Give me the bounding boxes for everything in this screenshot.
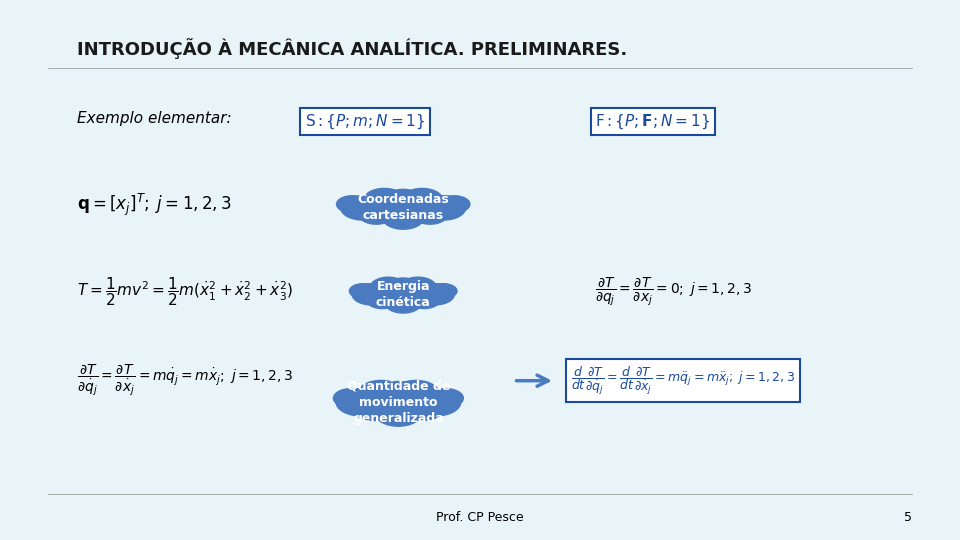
Circle shape	[335, 388, 387, 417]
Circle shape	[385, 188, 421, 209]
Text: $\dfrac{\partial T}{\partial q_j} = \dfrac{\partial T}{\partial x_j} = 0;\; j=1,: $\dfrac{\partial T}{\partial q_j} = \dfr…	[595, 275, 753, 308]
Text: Prof. CP Pesce: Prof. CP Pesce	[436, 511, 524, 524]
Circle shape	[374, 400, 422, 427]
Circle shape	[403, 399, 444, 421]
Circle shape	[392, 380, 440, 407]
Circle shape	[374, 278, 432, 310]
Text: $\mathrm{F}:\{P;\mathbf{F};N=1\}$: $\mathrm{F}:\{P;\mathbf{F};N=1\}$	[595, 112, 710, 131]
Text: Energia
cinética: Energia cinética	[375, 280, 431, 309]
Circle shape	[429, 283, 458, 299]
Text: Coordenadas
cartesianas: Coordenadas cartesianas	[357, 193, 449, 222]
Circle shape	[420, 195, 467, 221]
Circle shape	[348, 283, 377, 299]
Text: $\mathrm{S}:\{P;m;N=1\}$: $\mathrm{S}:\{P;m;N=1\}$	[304, 112, 425, 131]
Text: Exemplo elementar:: Exemplo elementar:	[77, 111, 231, 126]
Circle shape	[415, 283, 455, 306]
Circle shape	[357, 380, 405, 407]
Circle shape	[427, 388, 464, 408]
Text: $T = \dfrac{1}{2}mv^2 = \dfrac{1}{2}m(\dot{x}_1^2 + \dot{x}_2^2 + \dot{x}_3^2)$: $T = \dfrac{1}{2}mv^2 = \dfrac{1}{2}m(\d…	[77, 275, 293, 308]
Circle shape	[371, 190, 436, 226]
Circle shape	[382, 206, 424, 230]
Text: $\dfrac{d}{dt}\dfrac{\partial T}{\partial \dot{q}_j} = \dfrac{d}{dt}\dfrac{\part: $\dfrac{d}{dt}\dfrac{\partial T}{\partia…	[571, 364, 795, 397]
Circle shape	[370, 276, 407, 298]
Circle shape	[378, 381, 419, 403]
Text: Quantidade de
movimento
generalizada: Quantidade de movimento generalizada	[347, 380, 450, 425]
Circle shape	[384, 293, 421, 314]
Circle shape	[363, 188, 405, 212]
Circle shape	[399, 276, 437, 298]
Circle shape	[412, 205, 448, 225]
Circle shape	[362, 382, 435, 423]
Circle shape	[388, 277, 419, 295]
Circle shape	[333, 388, 370, 408]
Text: INTRODUÇÃO À MECÂNICA ANALÍTICA. PRELIMINARES.: INTRODUÇÃO À MECÂNICA ANALÍTICA. PRELIMI…	[77, 38, 627, 59]
Circle shape	[351, 283, 392, 306]
Circle shape	[367, 292, 397, 309]
Circle shape	[410, 388, 462, 417]
Text: 5: 5	[904, 511, 912, 524]
Text: $\dfrac{\partial T}{\partial \dot{q}_j} = \dfrac{\partial T}{\partial \dot{x}_j}: $\dfrac{\partial T}{\partial \dot{q}_j} …	[77, 363, 294, 399]
Circle shape	[358, 205, 395, 225]
Circle shape	[336, 195, 369, 213]
Circle shape	[438, 195, 470, 213]
Circle shape	[340, 195, 386, 221]
Circle shape	[409, 292, 440, 309]
Circle shape	[353, 399, 394, 421]
Circle shape	[400, 188, 444, 212]
Text: $\mathbf{q} = \left[x_j\right]^T;\; j=1,2,3$: $\mathbf{q} = \left[x_j\right]^T;\; j=1,…	[77, 192, 231, 218]
